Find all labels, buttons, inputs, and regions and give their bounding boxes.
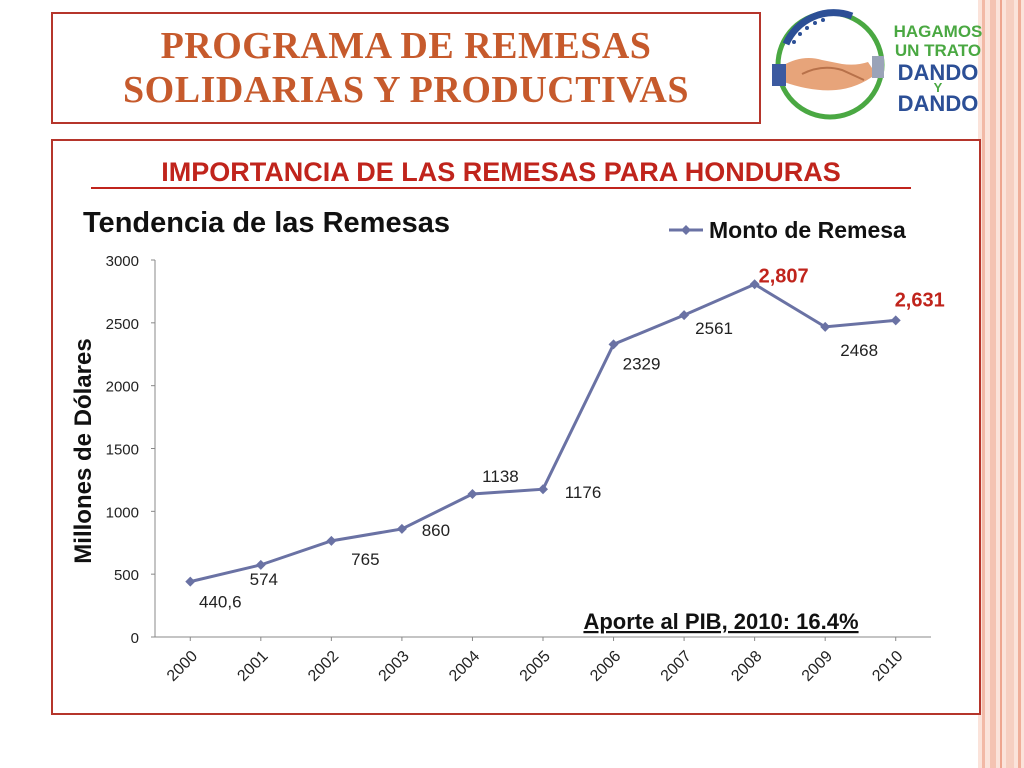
data-point [255,559,266,570]
data-label: 860 [422,521,450,540]
y-tick-label: 500 [114,567,139,584]
chart-box: IMPORTANCIA DE LAS REMESAS PARA HONDURAS… [51,139,981,715]
hagamos-un-trato-logo: HAGAMOS UN TRATO DANDO Y DANDO [772,9,982,120]
data-point [679,310,690,321]
data-label: 440,6 [199,593,242,612]
legend-label: Monto de Remesa [709,217,906,243]
y-tick-label: 1500 [106,442,139,459]
slide-title: PROGRAMA DE REMESAS SOLIDARIAS Y PRODUCT… [123,24,689,112]
x-tick-label: 2010 [869,648,906,685]
x-tick-label: 2001 [234,648,271,685]
slide-title-line-1: PROGRAMA DE REMESAS [160,25,652,67]
data-point [608,339,619,350]
data-label: 1138 [482,467,519,486]
y-tick-label: 2500 [106,316,139,333]
data-label: 574 [250,570,278,589]
chart-title: Tendencia de las Remesas [83,207,450,239]
x-tick-label: 2005 [517,648,554,685]
data-point [326,535,337,546]
gdp-annotation: Aporte al PIB, 2010: 16.4% [583,609,858,634]
data-point [538,484,548,495]
data-label: 2561 [695,319,733,338]
data-label: 765 [351,550,379,569]
remittance-line-chart: IMPORTANCIA DE LAS REMESAS PARA HONDURAS… [70,157,945,685]
data-label: 2468 [840,341,878,360]
y-tick-label: 3000 [106,253,139,270]
x-tick-label: 2000 [164,648,201,685]
data-label: 2,807 [759,265,809,287]
logo-connector: Y [934,80,943,95]
data-label: 2,631 [895,289,945,311]
data-point [396,523,407,534]
x-tick-label: 2009 [799,648,836,685]
data-label: 2329 [623,354,661,373]
decorative-stripes [978,0,1024,768]
x-tick-label: 2007 [658,648,695,685]
data-point [185,576,196,587]
slide-title-line-2: SOLIDARIAS Y PRODUCTIVAS [123,69,689,111]
series-line-monto-de-remesa [189,282,896,584]
chart-heading: IMPORTANCIA DE LAS REMESAS PARA HONDURAS [161,157,841,187]
x-tick-label: 2004 [446,648,483,685]
y-tick-label: 2000 [106,379,139,396]
data-point [467,488,478,499]
data-point [820,321,831,332]
y-axis-label: Millones de Dólares [70,338,97,563]
y-tick-label: 0 [131,630,139,647]
data-point [890,315,901,326]
x-tick-label: 2003 [376,648,413,685]
x-tick-label: 2008 [728,648,765,685]
handshake-icon [772,56,884,91]
x-tick-label: 2002 [305,648,342,685]
logo-line-1: HAGAMOS [894,22,982,41]
x-tick-label: 2006 [587,648,624,685]
y-tick-label: 1000 [106,504,139,521]
data-label: 1176 [565,483,602,502]
slide-title-box: PROGRAMA DE REMESAS SOLIDARIAS Y PRODUCT… [51,12,761,124]
logo-line-4: DANDO [898,91,979,116]
data-point [749,279,760,290]
logo-line-3: DANDO [898,60,979,85]
logo-line-2: UN TRATO [895,41,981,60]
legend-marker [681,225,691,235]
chart-legend: Monto de Remesa [669,217,906,243]
